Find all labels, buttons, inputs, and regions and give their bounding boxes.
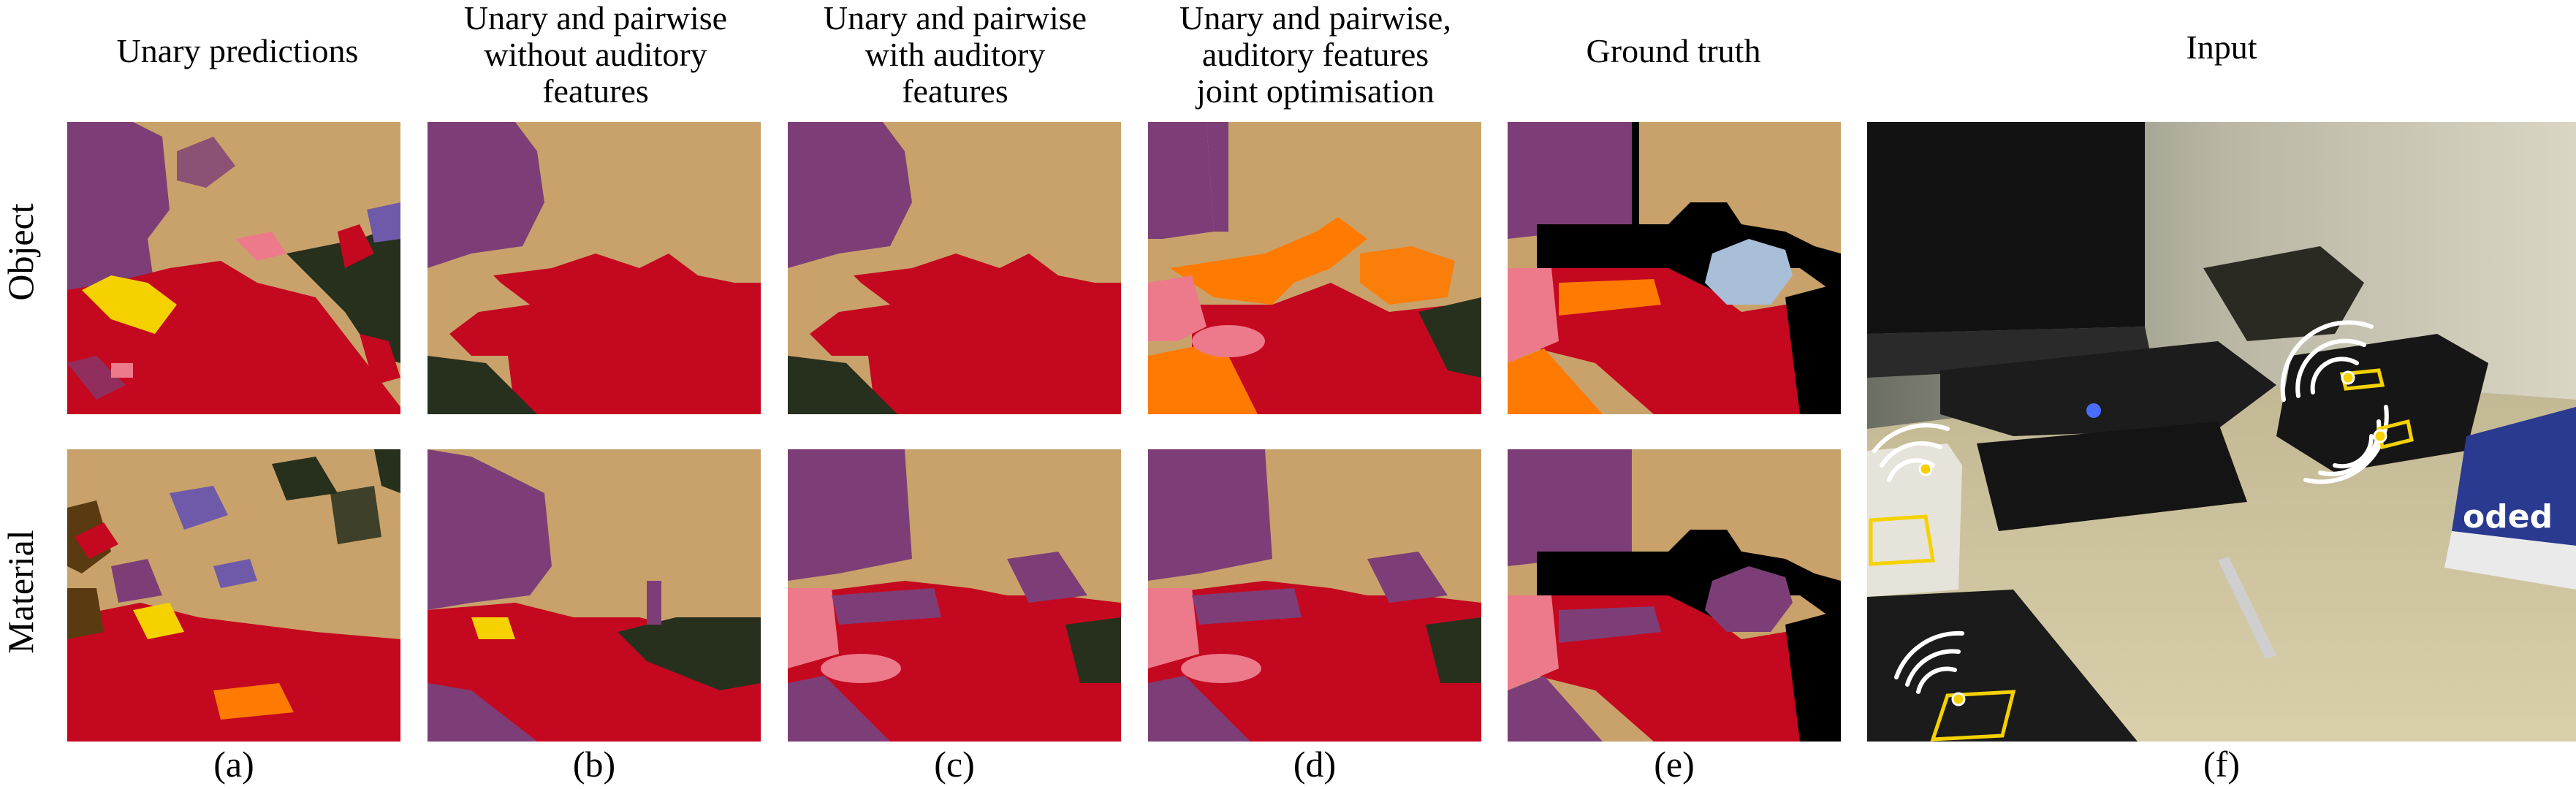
panel-material-pairwise-no-audio xyxy=(428,449,761,742)
input-photo: oded xyxy=(1867,122,2576,742)
panel-material-pairwise-audio xyxy=(788,449,1121,742)
sub-label-c: (c) xyxy=(934,744,975,785)
sub-label-b: (b) xyxy=(572,744,616,785)
panel-object-pairwise-audio xyxy=(788,122,1121,414)
panel-material-joint xyxy=(1148,449,1481,742)
panel-object-unary xyxy=(67,122,400,414)
sub-label-d: (d) xyxy=(1293,744,1337,785)
column-title-b: Unary and pairwise without auditory feat… xyxy=(463,0,728,110)
sub-label-f: (f) xyxy=(2203,744,2240,785)
column-title-e: Ground truth xyxy=(1586,32,1761,69)
column-title-a: Unary predictions xyxy=(116,32,359,69)
sub-label-e: (e) xyxy=(1654,744,1695,785)
panel-object-joint xyxy=(1148,122,1481,414)
column-title-f: Input xyxy=(2186,28,2257,66)
column-title-d: Unary and pairwise, auditory features jo… xyxy=(1179,0,1451,110)
panel-object-pairwise-no-audio xyxy=(428,122,761,414)
sub-label-a: (a) xyxy=(213,744,254,785)
row-label-material: Material xyxy=(0,530,41,654)
panel-material-unary xyxy=(67,449,400,742)
box-label-text: oded xyxy=(2463,498,2553,535)
row-label-object: Object xyxy=(0,203,41,301)
column-title-c: Unary and pairwise with auditory feature… xyxy=(823,0,1087,110)
panel-object-ground-truth xyxy=(1508,122,1841,414)
panel-material-ground-truth xyxy=(1508,449,1841,742)
